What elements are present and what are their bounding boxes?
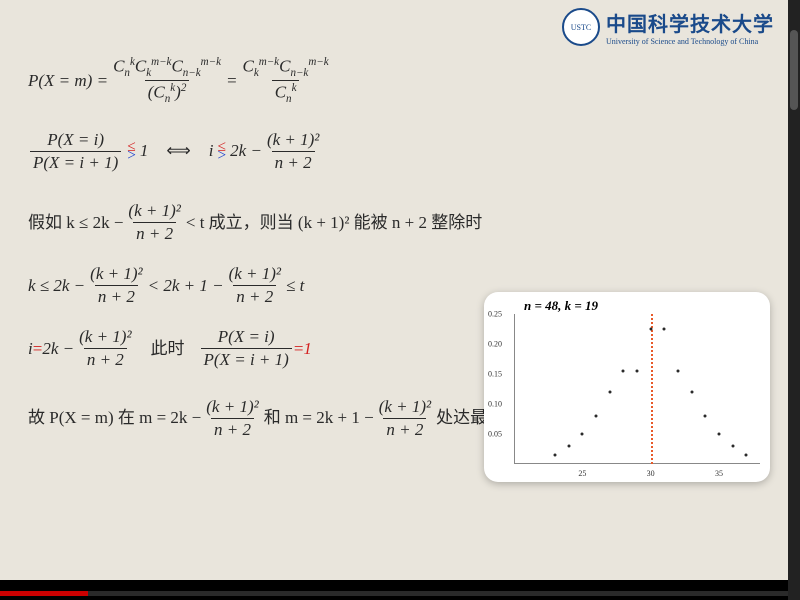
- y-axis: [514, 314, 515, 464]
- data-point: [745, 454, 748, 457]
- university-logo-block: USTC 中国科学技术大学 University of Science and …: [562, 8, 774, 46]
- university-name-cn: 中国科学技术大学: [606, 8, 774, 37]
- equation-2: P(X = i) P(X = i + 1) ≤> 1 ⟺ i ≤> 2k − (…: [28, 129, 770, 174]
- y-tick: 0.15: [488, 370, 502, 379]
- data-point: [622, 370, 625, 373]
- page-scrollbar[interactable]: [788, 0, 800, 600]
- equation-1: P(X = m) = CnkCkm−kCn−km−k (Cnk)2 = Ckm−…: [28, 55, 770, 107]
- lecture-slide: USTC 中国科学技术大学 University of Science and …: [0, 0, 788, 580]
- data-point: [581, 433, 584, 436]
- x-axis: [514, 463, 760, 464]
- ustc-logo-icon: USTC: [562, 8, 600, 46]
- equation-5: i = 2k − (k + 1)²n + 2 此时 P(X = i)P(X = …: [28, 326, 478, 371]
- probability-scatter-chart: n = 48, k = 19 0.05 0.10 0.15 0.20 0.25 25 30 3…: [484, 292, 770, 482]
- y-tick: 0.05: [488, 430, 502, 439]
- data-point: [636, 370, 639, 373]
- y-tick: 0.10: [488, 400, 502, 409]
- data-point: [608, 391, 611, 394]
- data-point: [718, 433, 721, 436]
- scrollbar-thumb[interactable]: [790, 30, 798, 110]
- chart-title: n = 48, k = 19: [524, 298, 598, 314]
- x-tick: 25: [578, 469, 586, 478]
- data-point: [690, 391, 693, 394]
- equation-3: 假如 k ≤ 2k − (k + 1)²n + 2 < t 成立，则当 (k +…: [28, 200, 770, 245]
- y-tick: 0.25: [488, 310, 502, 319]
- chart-vline: [651, 314, 653, 464]
- video-progress-fill: [0, 591, 88, 596]
- x-tick: 30: [647, 469, 655, 478]
- data-point: [663, 328, 666, 331]
- data-point: [677, 370, 680, 373]
- x-tick: 35: [715, 469, 723, 478]
- data-point: [649, 328, 652, 331]
- university-name-en: University of Science and Technology of …: [606, 37, 774, 46]
- y-tick: 0.20: [488, 340, 502, 349]
- equation-4: k ≤ 2k − (k + 1)²n + 2 < 2k + 1 − (k + 1…: [28, 263, 478, 308]
- video-progress-bar[interactable]: [0, 591, 800, 596]
- data-point: [554, 454, 557, 457]
- data-point: [731, 445, 734, 448]
- data-point: [595, 415, 598, 418]
- data-point: [567, 445, 570, 448]
- data-point: [704, 415, 707, 418]
